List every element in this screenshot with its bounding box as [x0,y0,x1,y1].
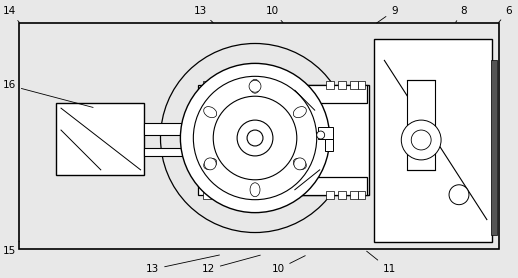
Bar [338,191,346,199]
Ellipse shape [250,79,260,93]
Bar [226,191,234,199]
Text: 14: 14 [3,6,19,23]
Bar [325,139,333,151]
Circle shape [449,185,469,205]
Circle shape [193,76,316,200]
Ellipse shape [293,106,306,118]
Text: 16: 16 [3,80,93,107]
Bar [214,81,222,89]
Bar [350,191,357,199]
Circle shape [161,43,350,232]
Circle shape [401,120,441,160]
Circle shape [204,158,216,170]
Circle shape [247,130,263,146]
Bar [338,81,346,89]
Circle shape [237,120,273,156]
Ellipse shape [204,106,217,118]
Text: 6: 6 [499,6,512,23]
Ellipse shape [250,183,260,197]
Bar [198,85,367,103]
Circle shape [213,96,297,180]
Bar [226,81,234,89]
Text: 8: 8 [456,6,467,22]
Bar [318,127,333,139]
Text: 10: 10 [271,256,305,274]
Text: 10: 10 [265,6,283,23]
Bar [326,191,334,199]
Ellipse shape [293,158,306,169]
Text: 12: 12 [202,255,261,274]
Bar [238,81,246,89]
Text: 13: 13 [146,255,220,274]
Bar [290,85,369,195]
Bar [214,191,222,199]
Circle shape [249,80,261,92]
Bar [143,123,183,135]
Bar [350,81,357,89]
Text: 15: 15 [3,242,19,256]
Bar [19,23,499,249]
Bar [407,80,435,170]
Bar [326,81,334,89]
Text: 11: 11 [367,251,396,274]
Text: 13: 13 [194,6,213,23]
Bar [143,148,183,156]
Bar [198,177,367,195]
Bar [56,103,143,175]
Text: 9: 9 [377,6,398,23]
Circle shape [294,158,306,170]
Bar [357,191,366,199]
Ellipse shape [204,158,217,169]
Bar [238,191,246,199]
Circle shape [180,63,329,213]
Bar [375,39,492,242]
Bar [357,81,366,89]
Bar [491,60,497,235]
Bar [203,191,211,199]
Circle shape [316,131,325,139]
Circle shape [411,130,431,150]
Bar [203,81,211,89]
